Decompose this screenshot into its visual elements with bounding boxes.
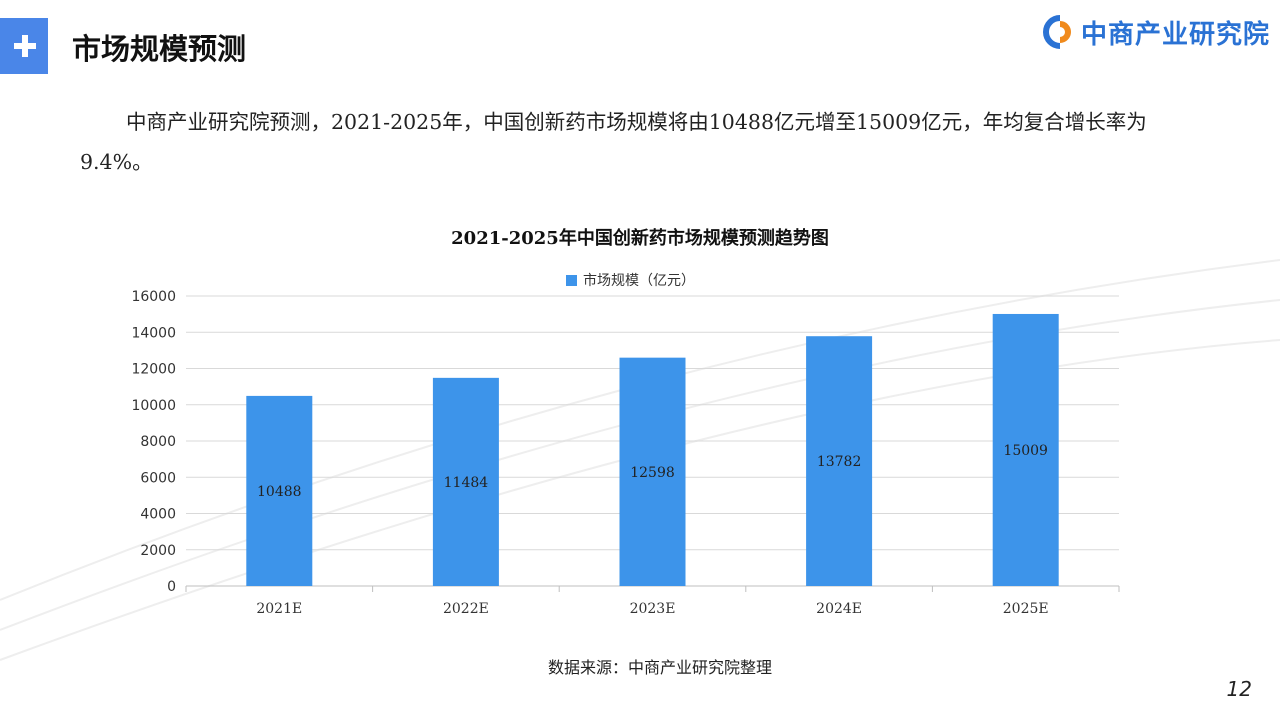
logo-text: 中商产业研究院	[1080, 19, 1270, 50]
data-label: 10488	[257, 484, 302, 500]
y-tick-label: 8000	[140, 434, 176, 450]
bar	[806, 336, 873, 586]
x-tick-label: 2025E	[1003, 601, 1049, 617]
legend-label: 市场规模（亿元）	[583, 273, 695, 289]
x-tick-label: 2024E	[816, 601, 862, 617]
data-label: 15009	[1003, 443, 1048, 459]
x-tick-label: 2023E	[630, 601, 676, 617]
y-tick-label: 10000	[131, 398, 176, 414]
y-tick-label: 14000	[131, 325, 176, 341]
bar	[246, 395, 313, 586]
source-note: 数据来源：中商产业研究院整理	[547, 658, 772, 677]
bar	[992, 313, 1059, 586]
logo-icon	[1043, 15, 1071, 49]
bar	[432, 377, 499, 586]
intro-paragraph: 中商产业研究院预测，2021-2025年，中国创新药市场规模将由10488亿元增…	[80, 110, 1147, 174]
legend-swatch	[566, 274, 577, 286]
x-tick-label: 2021E	[256, 601, 302, 617]
y-tick-label: 0	[167, 579, 176, 595]
company-logo: 中商产业研究院	[1043, 12, 1270, 52]
data-label: 12598	[630, 465, 675, 481]
chart-legend: 市场规模（亿元）	[566, 270, 695, 290]
data-label: 13782	[817, 454, 862, 470]
page-number: 12	[1226, 677, 1252, 701]
y-tick-label: 12000	[131, 362, 176, 378]
y-tick-label: 2000	[140, 543, 176, 559]
chart-title: 2021-2025年中国创新药市场规模预测趋势图	[451, 228, 829, 249]
y-tick-label: 6000	[140, 470, 176, 486]
page-title: 市场规模预测	[72, 32, 247, 66]
plus-icon	[0, 18, 48, 74]
x-tick-label: 2022E	[443, 601, 489, 617]
data-label: 11484	[444, 475, 489, 491]
bar	[619, 357, 686, 586]
y-tick-label: 4000	[140, 507, 176, 523]
y-tick-label: 16000	[131, 289, 176, 305]
